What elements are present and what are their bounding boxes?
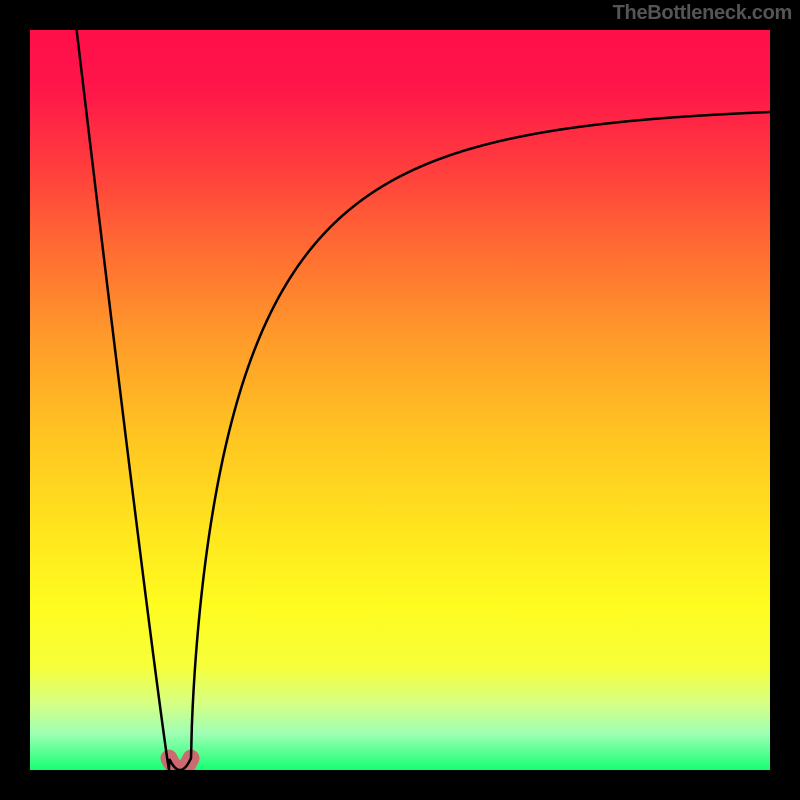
chart-container: TheBottleneck.com [0,0,800,800]
watermark-text: TheBottleneck.com [613,2,792,25]
plot-background [30,30,770,770]
bottleneck-chart [0,0,800,800]
